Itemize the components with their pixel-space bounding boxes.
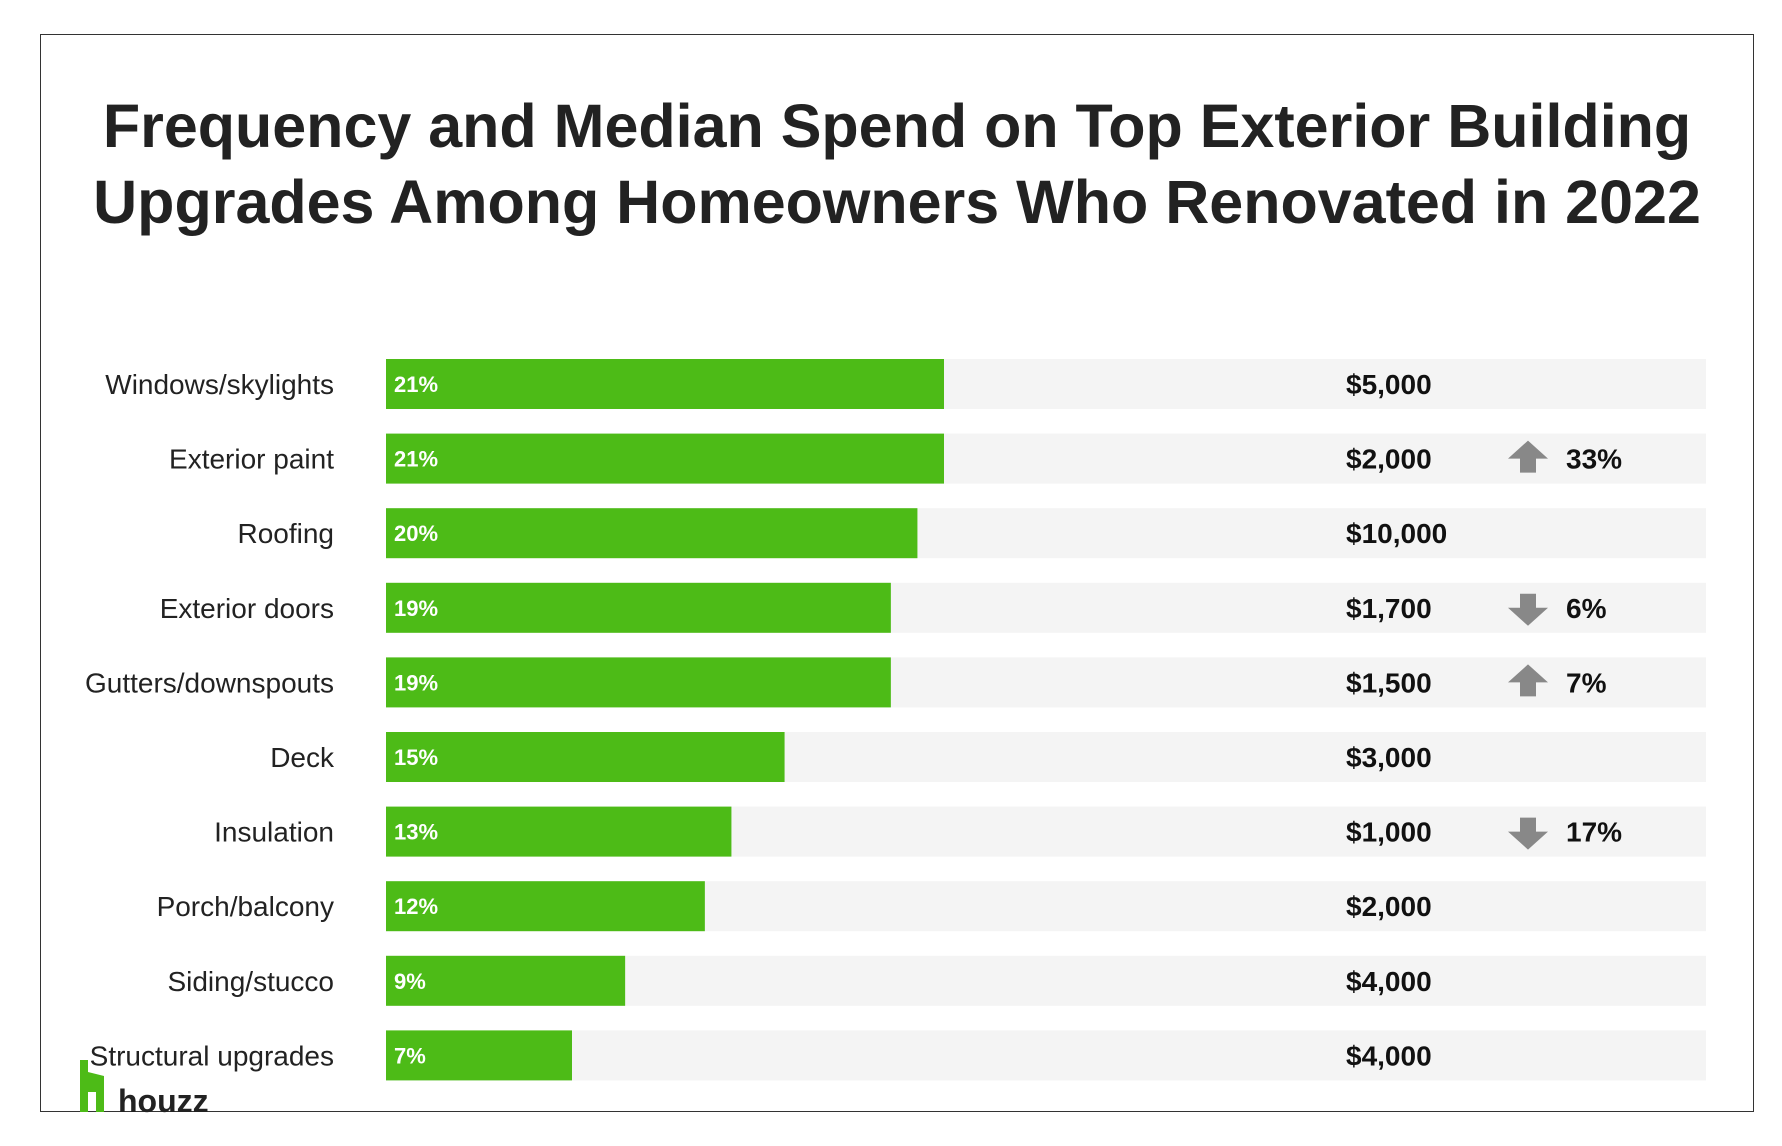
bar (386, 881, 705, 932)
bar (386, 806, 732, 857)
median-spend-label: $2,000 (1346, 891, 1432, 922)
bar (386, 1030, 572, 1081)
arrow-up-icon (1508, 440, 1548, 473)
bar-value-label: 19% (394, 670, 438, 695)
category-label: Porch/balcony (157, 891, 334, 922)
arrow-up-icon (1508, 664, 1548, 697)
category-label: Siding/stucco (167, 966, 334, 997)
median-spend-label: $1,500 (1346, 667, 1432, 698)
median-spend-label: $10,000 (1346, 518, 1447, 549)
bar-value-label: 20% (394, 521, 438, 546)
bar-row: Siding/stucco 9% $4,000 (167, 955, 1706, 1006)
houzz-logo: houzz (80, 1060, 209, 1119)
bar-row: Exterior paint 21% $2,000 33% (169, 433, 1706, 484)
bar (386, 359, 944, 409)
spend-change-label: 17% (1566, 817, 1622, 848)
bar-value-label: 13% (394, 820, 438, 845)
spend-change-label: 33% (1566, 444, 1622, 475)
bar-row: Porch/balcony 12% $2,000 (157, 881, 1706, 932)
bar-row: Roofing 20% $10,000 (237, 508, 1706, 559)
bar-value-label: 21% (394, 372, 438, 397)
median-spend-label: $4,000 (1346, 1040, 1432, 1071)
bar-value-label: 21% (394, 447, 438, 472)
bar (386, 508, 918, 559)
category-label: Gutters/downspouts (85, 667, 334, 698)
bar-value-label: 9% (394, 969, 426, 994)
spend-change-label: 6% (1566, 593, 1607, 624)
bar-row: Structural upgrades 7% $4,000 (90, 1030, 1706, 1081)
category-label: Exterior doors (160, 593, 334, 624)
category-label: Deck (270, 742, 335, 773)
median-spend-label: $1,000 (1346, 817, 1432, 848)
bar (386, 955, 626, 1006)
category-label: Roofing (237, 518, 334, 549)
arrow-down-icon (1508, 817, 1548, 850)
median-spend-label: $2,000 (1346, 444, 1432, 475)
category-label: Structural upgrades (90, 1040, 334, 1071)
category-label: Exterior paint (169, 444, 334, 475)
bar-value-label: 7% (394, 1043, 426, 1068)
bar-value-label: 19% (394, 596, 438, 621)
bar-value-label: 15% (394, 745, 438, 770)
median-spend-label: $1,700 (1346, 593, 1432, 624)
bar (386, 732, 785, 782)
bar-row: Deck 15% $3,000 (270, 732, 1706, 782)
houzz-logo-icon (80, 1060, 104, 1112)
chart-title-line-2: Upgrades Among Homeowners Who Renovated … (93, 168, 1701, 236)
bar-row: Gutters/downspouts 19% $1,500 7% (85, 657, 1706, 708)
median-spend-label: $4,000 (1346, 966, 1432, 997)
bar (386, 657, 891, 708)
chart-frame (40, 34, 1754, 1112)
bar-value-label: 12% (394, 894, 438, 919)
spend-change-label: 7% (1566, 667, 1607, 698)
category-label: Windows/skylights (105, 369, 334, 400)
bar (386, 433, 944, 484)
bar-row: Exterior doors 19% $1,700 6% (160, 582, 1706, 633)
bar-row: Insulation 13% $1,000 17% (214, 806, 1706, 857)
median-spend-label: $5,000 (1346, 369, 1432, 400)
houzz-logo-text: houzz (118, 1083, 209, 1119)
arrow-down-icon (1508, 593, 1548, 626)
category-label: Insulation (214, 817, 334, 848)
bar-track (386, 1030, 1706, 1081)
median-spend-label: $3,000 (1346, 742, 1432, 773)
chart-title-line-1: Frequency and Median Spend on Top Exteri… (102, 92, 1692, 160)
bar-row: Windows/skylights 21% $5,000 (105, 359, 1706, 409)
bar (386, 582, 891, 633)
